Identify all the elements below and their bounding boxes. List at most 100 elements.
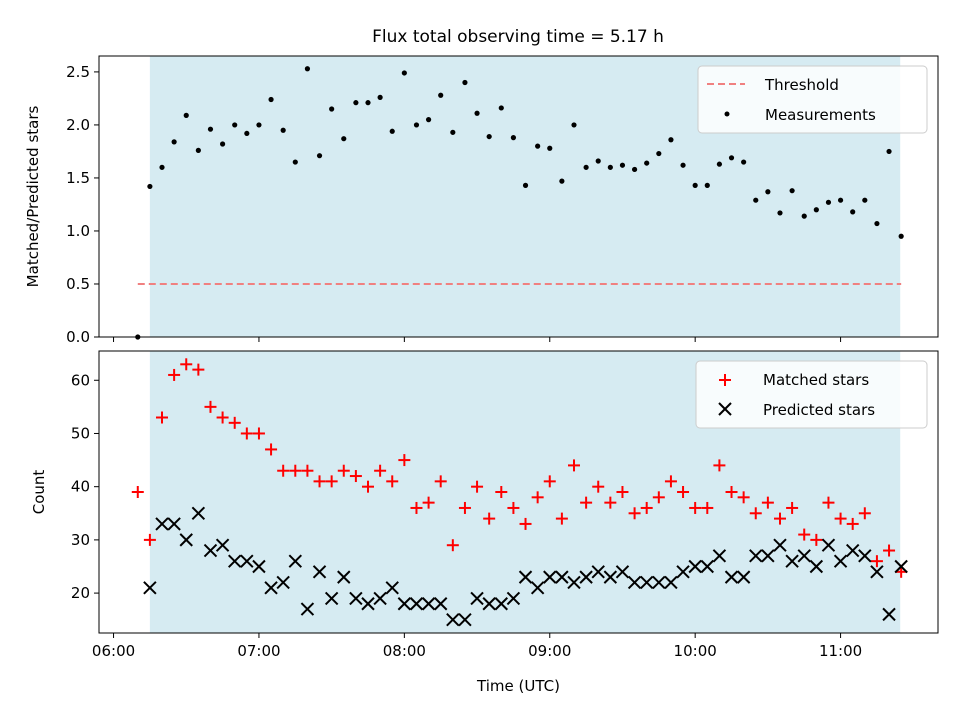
predicted-star-point [555,570,569,584]
measurement-point [631,166,638,173]
measurement-point [389,128,395,134]
measurement-point [244,130,250,137]
predicted-star-point [191,506,206,520]
predicted-star-point [506,591,521,606]
count-y-tick-label: 50 [71,424,90,442]
measurement-point [498,105,504,111]
measurement-point [753,197,759,203]
measurement-point [547,145,553,151]
ratio-y-axis-label: Matched/Predicted stars [24,106,42,288]
predicted-star-point [433,597,448,611]
predicted-star-point [567,575,581,590]
matched-star-point [289,464,302,477]
matched-star-point [168,368,181,381]
predicted-star-point [797,549,811,563]
matched-star-point [495,486,508,498]
matched-star-point [858,507,871,520]
measurement-point [716,161,723,167]
figure-title: Flux total observing time = 5.17 h [372,27,664,47]
measurement-point [522,182,529,188]
predicted-star-point [312,565,327,579]
predicted-star-point [361,597,375,611]
predicted-star-point [700,559,714,574]
predicted-star-point [349,591,363,606]
matched-star-point [216,411,229,424]
measurement-point [462,79,468,86]
measurement-point [728,155,735,161]
matched-star-point [349,470,362,483]
predicted-star-point [446,612,460,627]
count-y-tick-label: 20 [71,584,90,602]
count-y-tick-label: 30 [71,531,90,549]
matched-star-point [531,491,544,504]
matched-star-point [883,544,896,557]
predicted-star-point [724,570,739,584]
matched-star-point [555,512,568,525]
count-x-tick-label: 11:00 [819,642,862,660]
matched-star-point [337,464,350,477]
predicted-star-point [627,575,642,590]
measurement-point [207,126,214,132]
predicted-star-point [155,517,169,531]
measurement-point [425,117,432,123]
measurement-point [183,112,189,118]
predicted-star-point [882,607,896,622]
predicted-star-point [676,565,690,579]
measurement-point [801,213,807,219]
matched-star-point [325,475,338,488]
measurement-point [195,147,201,153]
predicted-star-point [761,549,775,563]
measurement-point [704,182,710,188]
count-y-tick-label: 60 [71,371,90,389]
matched-star-point [180,358,193,371]
measurement-point [256,122,262,128]
count-x-tick-label: 08:00 [383,642,426,660]
matched-legend-label: Matched stars [763,371,869,389]
predicted-star-point [712,549,727,563]
predicted-star-point [530,581,545,595]
measurement-point [341,136,347,142]
ratio-legend-box [697,65,928,134]
predicted-star-point [639,575,654,590]
measurement-point [474,110,480,116]
measurement-point [862,197,868,203]
predicted-legend-swatch [718,402,732,416]
ratio-x-axis [113,337,842,342]
count-x-tick-label: 09:00 [528,642,571,660]
count-x-axis-label: Time (UTC) [476,677,560,695]
measurement-point [874,220,880,227]
measurement-point [656,150,662,157]
measurement-point [232,122,238,128]
measurement-point [837,197,844,203]
matched-star-point [265,443,278,456]
predicted-star-point [300,602,315,616]
matched-star-point [362,480,375,493]
measurement-point [147,183,153,190]
predicted-star-point [240,554,254,568]
matched-star-point [628,507,641,520]
measurement-point [365,100,371,106]
matched-star-point [616,486,629,498]
predicted-star-point [543,570,557,584]
predicted-star-point [821,538,836,552]
count-y-axis: 20 30 40 50 60 [71,371,99,602]
matched-star-point [458,501,471,514]
predicted-star-point [736,570,751,584]
matched-star-point [398,454,411,467]
predicted-star-point [409,597,424,611]
matched-star-point [386,475,399,488]
predicted-star-point [688,559,702,574]
count-x-tick-label: 10:00 [674,642,717,660]
ratio-legend: Threshold Measurements [697,65,928,134]
measurement-point [850,209,856,215]
predicted-star-point [749,549,763,563]
threshold-legend-label: Threshold [764,76,839,94]
measurement-point [571,122,577,128]
ratio-y-tick-label: 0.0 [66,328,90,346]
predicted-star-points [143,506,908,627]
matched-star-point [749,507,762,520]
measurement-point [535,143,541,149]
matched-star-point [798,528,811,541]
matched-star-point [761,496,774,509]
